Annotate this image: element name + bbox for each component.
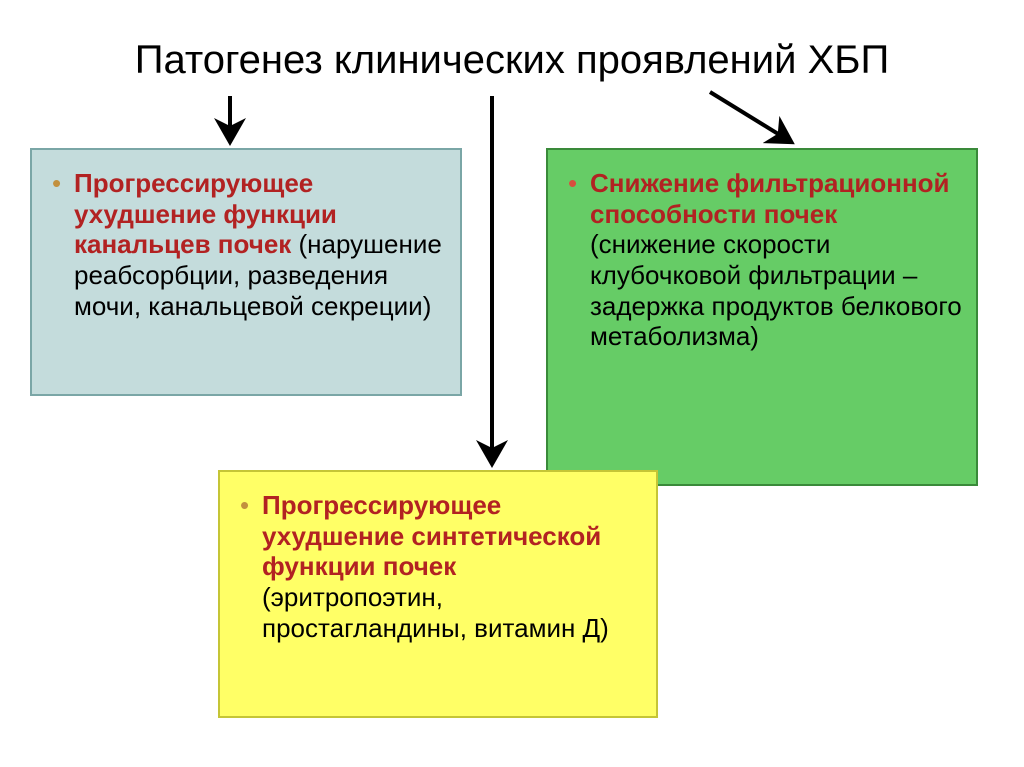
slide-title: Патогенез клинических проявлений ХБП: [0, 38, 1024, 83]
box-bottom-item: Прогрессирующее ухудшение синтетической …: [228, 490, 642, 643]
arrow-to-right-box: [710, 92, 788, 140]
box-right-tail: (снижение скорости клубочковой фильтраци…: [590, 229, 962, 351]
box-left-item: Прогрессирующее ухудшение функции каналь…: [40, 168, 446, 321]
box-bottom-lead: Прогрессирующее ухудшение синтетической …: [262, 490, 601, 581]
box-tubule-function: Прогрессирующее ухудшение функции каналь…: [30, 148, 462, 396]
box-filtration: Снижение фильтрационной способности поче…: [546, 148, 978, 486]
slide: Патогенез клинических проявлений ХБП Про…: [0, 0, 1024, 767]
box-right-item: Снижение фильтрационной способности поче…: [556, 168, 962, 352]
box-right-lead: Снижение фильтрационной способности поче…: [590, 168, 950, 229]
box-synthetic-function: Прогрессирующее ухудшение синтетической …: [218, 470, 658, 718]
box-bottom-tail: (эритропоэтин, простагландины, витамин Д…: [262, 582, 609, 643]
